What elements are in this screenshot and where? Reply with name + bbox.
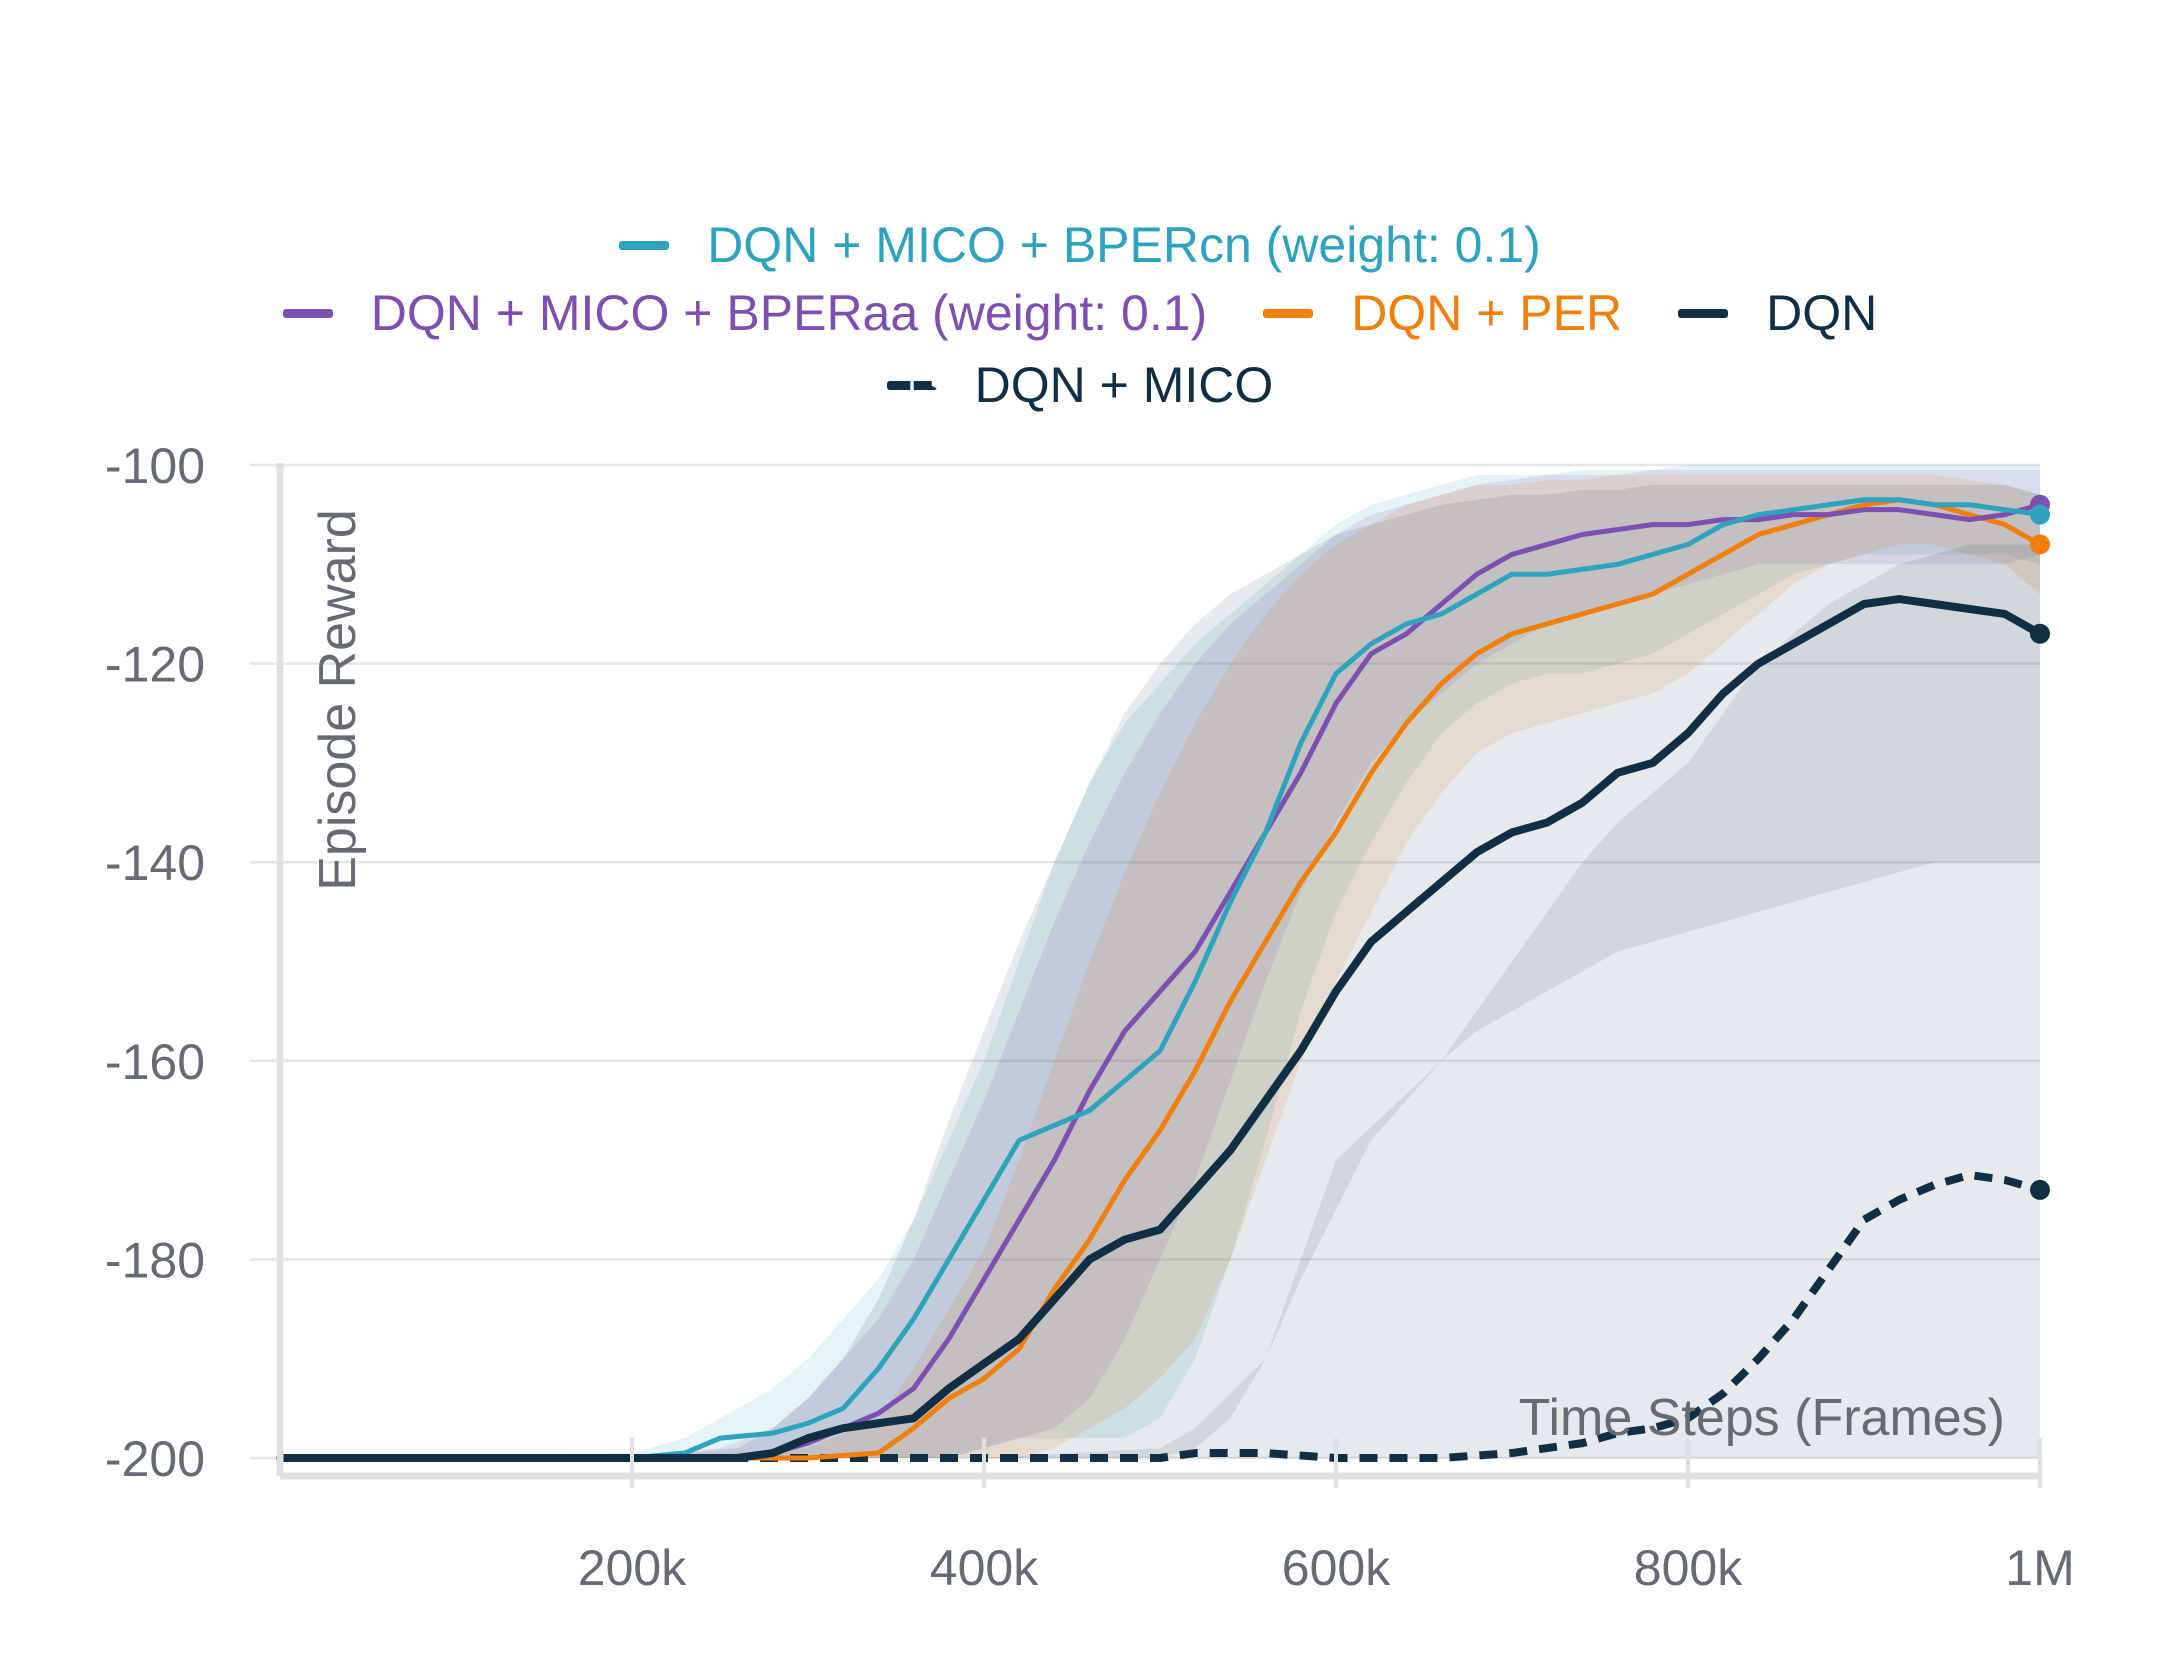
legend-swatch-per (1263, 308, 1314, 318)
legend-label-dqn: DQN (1766, 285, 1878, 341)
band-per (280, 474, 2040, 1458)
legend-swatch-dqn (1678, 308, 1729, 318)
line-bperaa (277, 502, 2043, 1461)
legend-row-0: DQN + MICO + BPERcn (weight: 0.1) (0, 215, 2160, 275)
x-tick-label-2: 600k (1282, 1540, 1391, 1596)
legend-item-bperaa[interactable]: DQN + MICO + BPERaa (weight: 0.1) (282, 283, 1208, 343)
y-tick-label-1: -120 (105, 637, 205, 693)
x-tick-label-1: 400k (930, 1540, 1039, 1596)
series-lines (276, 494, 2050, 1462)
legend-swatch-bpercn (619, 240, 670, 250)
endpoint-per (2030, 534, 2050, 555)
line-mico (280, 1170, 2042, 1462)
x-axis-label: Time Steps (Frames) (1519, 1389, 2005, 1447)
legend-item-mico[interactable]: DQN + MICO (886, 355, 1274, 415)
tick-labels: -100 -120 -140 -160 -180 -200 200k 400k 600k 800k… (105, 438, 2075, 1596)
band-bperaa (280, 469, 2040, 1459)
legend-label-mico: DQN + MICO (974, 357, 1274, 413)
y-tick-label-4: -180 (105, 1232, 205, 1288)
legend-row-2: DQN + MICO (0, 355, 2160, 415)
band-mico (280, 544, 2040, 1458)
axes (276, 463, 2042, 1488)
legend-item-bpercn[interactable]: DQN + MICO + BPERcn (weight: 0.1) (619, 215, 1541, 275)
y-tick-label-2: -140 (105, 835, 205, 891)
legend-label-per: DQN + PER (1351, 285, 1623, 341)
endpoint-bpercn (2030, 504, 2050, 525)
legend-row-1: DQN + MICO + BPERaa (weight: 0.1) DQN + P… (0, 283, 2160, 343)
x-tick-label-0: 200k (578, 1540, 687, 1596)
y-tick-label-5: -200 (105, 1431, 205, 1487)
band-bpercn (280, 465, 2040, 1458)
x-tick-label-3: 800k (1634, 1540, 1743, 1596)
y-tick-label-3: -160 (105, 1034, 205, 1090)
confidence-bands (280, 465, 2040, 1459)
line-dqn (276, 595, 2044, 1462)
legend-item-per[interactable]: DQN + PER (1263, 283, 1622, 343)
band-dqn (280, 484, 2040, 1458)
legend-label-bpercn: DQN + MICO + BPERcn (weight: 0.1) (707, 217, 1541, 273)
legend-label-bperaa: DQN + MICO + BPERaa (weight: 0.1) (370, 285, 1208, 341)
legend-item-dqn[interactable]: DQN (1678, 283, 1877, 343)
legend-swatch-bperaa (282, 308, 333, 318)
endpoint-dqn (2030, 623, 2050, 644)
line-bpercn (277, 497, 2043, 1461)
y-axis-label: Episode Reward (309, 509, 367, 891)
y-tick-label-0: -100 (105, 438, 205, 494)
endpoint-mico (2030, 1179, 2050, 1200)
x-tick-label-4: 1M (2005, 1540, 2074, 1596)
legend-swatch-mico (886, 380, 937, 390)
